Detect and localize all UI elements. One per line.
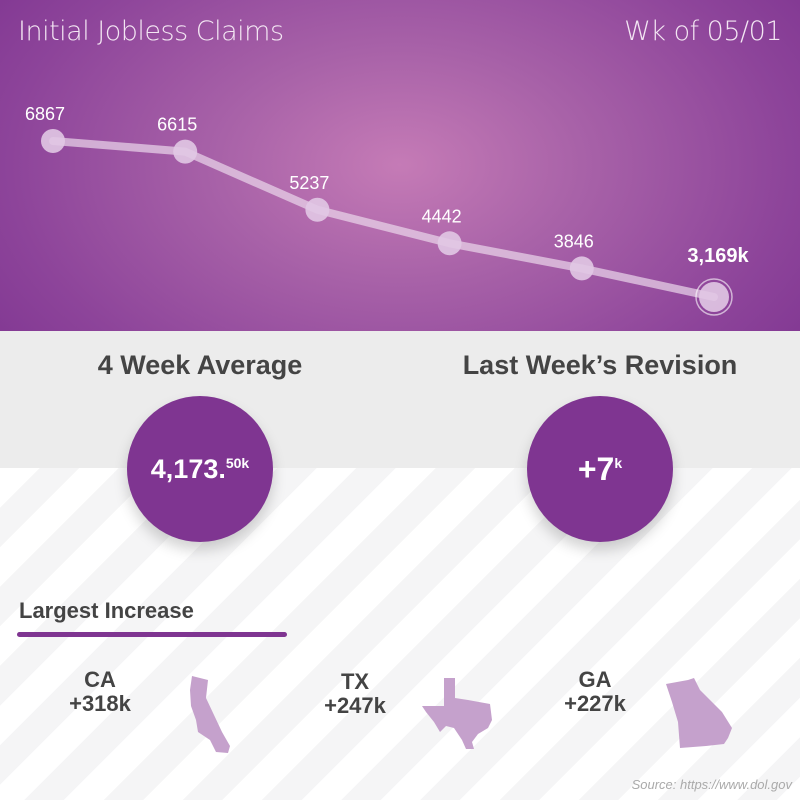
data-label: 3846 bbox=[554, 231, 594, 251]
series-line bbox=[49, 137, 718, 301]
data-point bbox=[437, 231, 462, 256]
largest-increase-title: Largest Increase bbox=[19, 598, 194, 623]
week-label: Wk of 05/01 bbox=[624, 16, 782, 47]
avg-sup: 50k bbox=[225, 455, 250, 471]
state-value: +227k bbox=[564, 691, 626, 716]
data-point bbox=[699, 281, 729, 312]
avg-circle: 4,173. 50k bbox=[127, 396, 273, 542]
data-point bbox=[173, 139, 198, 164]
chart-panel: Initial Jobless Claims Wk of 05/01 6867 6… bbox=[0, 0, 800, 331]
state-code: GA bbox=[578, 667, 612, 692]
data-label: 3,169k bbox=[687, 245, 749, 267]
state-code: CA bbox=[84, 667, 116, 692]
data-point bbox=[305, 197, 330, 222]
data-label: 5237 bbox=[289, 173, 329, 193]
state-code: TX bbox=[340, 669, 370, 694]
source-note: Source: https://www.dol.gov bbox=[631, 777, 792, 792]
state-value: +247k bbox=[324, 693, 386, 718]
avg-value: 4,173. bbox=[150, 453, 226, 484]
data-label: 6615 bbox=[157, 115, 197, 135]
georgia-shape-icon bbox=[666, 678, 732, 748]
revision-value: +7 bbox=[577, 450, 615, 487]
california-shape-icon bbox=[190, 676, 230, 753]
state-tx: TX +247k bbox=[310, 670, 400, 718]
revision-heading: Last Week’s Revision bbox=[462, 350, 738, 380]
texas-shape-icon bbox=[422, 678, 492, 749]
revision-sup: k bbox=[614, 455, 623, 471]
data-point bbox=[41, 129, 65, 153]
line-chart: 6867 6615 5237 4442 3846 3,169k bbox=[25, 104, 749, 316]
state-ca: CA +318k bbox=[55, 668, 145, 716]
title-underline bbox=[17, 632, 287, 637]
data-label: 6867 bbox=[25, 104, 65, 124]
revision-circle: +7 k bbox=[527, 396, 673, 542]
chart-title: Initial Jobless Claims bbox=[18, 16, 284, 47]
data-label: 4442 bbox=[422, 206, 462, 226]
state-value: +318k bbox=[69, 691, 131, 716]
data-point bbox=[569, 256, 594, 281]
state-ga: GA +227k bbox=[550, 668, 640, 716]
avg-heading: 4 Week Average bbox=[97, 350, 303, 380]
highlight-ring bbox=[695, 278, 733, 316]
